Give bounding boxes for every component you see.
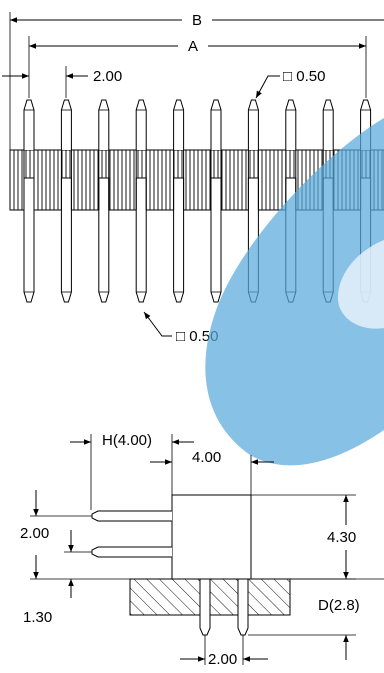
dimension-d: D(2.8) <box>248 578 384 660</box>
standoff-label: 1.30 <box>23 609 52 626</box>
dim-b-label: B <box>192 12 202 29</box>
side-pin-through-right <box>237 578 249 636</box>
side-pin-through-left <box>199 578 211 636</box>
dim-h-label: H(4.00) <box>102 432 152 449</box>
dimension-pitch: 2.00 <box>2 66 122 98</box>
dimension-pcb-pitch: 2.00 <box>180 635 268 668</box>
dimension-body-width: 4.00 <box>150 449 274 495</box>
dimension-a: A <box>28 36 367 98</box>
pin-size-top-label: □ 0.50 <box>283 68 325 85</box>
header-pin <box>23 99 35 303</box>
dimension-b: B <box>9 12 384 160</box>
dim-d-label: D(2.8) <box>318 597 360 614</box>
header-pin <box>98 99 110 303</box>
side-pin-upper <box>91 510 172 522</box>
dimension-h: H(4.00) <box>70 432 194 510</box>
body-height-label: 4.30 <box>327 529 356 546</box>
blue-overlay-shape <box>205 118 384 466</box>
pitch-label: 2.00 <box>93 68 122 85</box>
side-housing <box>171 494 252 580</box>
dimension-standoff: 1.30 <box>23 555 130 626</box>
side-view: H(4.00) 4.00 2.00 <box>20 432 384 668</box>
pin-size-callout-bottom: □ 0.50 <box>143 311 218 345</box>
body-width-label: 4.00 <box>192 449 221 466</box>
pcb-pitch-label: 2.00 <box>208 651 237 668</box>
dimension-body-height: 4.30 <box>251 494 356 580</box>
header-pin <box>210 99 222 303</box>
header-pin <box>60 99 72 303</box>
header-pin <box>135 99 147 303</box>
side-pin-lower <box>91 546 172 558</box>
header-pin <box>173 99 185 303</box>
overlay-highlight <box>337 240 384 329</box>
pin-size-callout-top: □ 0.50 <box>255 68 325 99</box>
dim-a-label: A <box>188 38 198 55</box>
row-pitch-label: 2.00 <box>20 525 49 542</box>
dimension-row-pitch: 2.00 <box>20 490 92 553</box>
